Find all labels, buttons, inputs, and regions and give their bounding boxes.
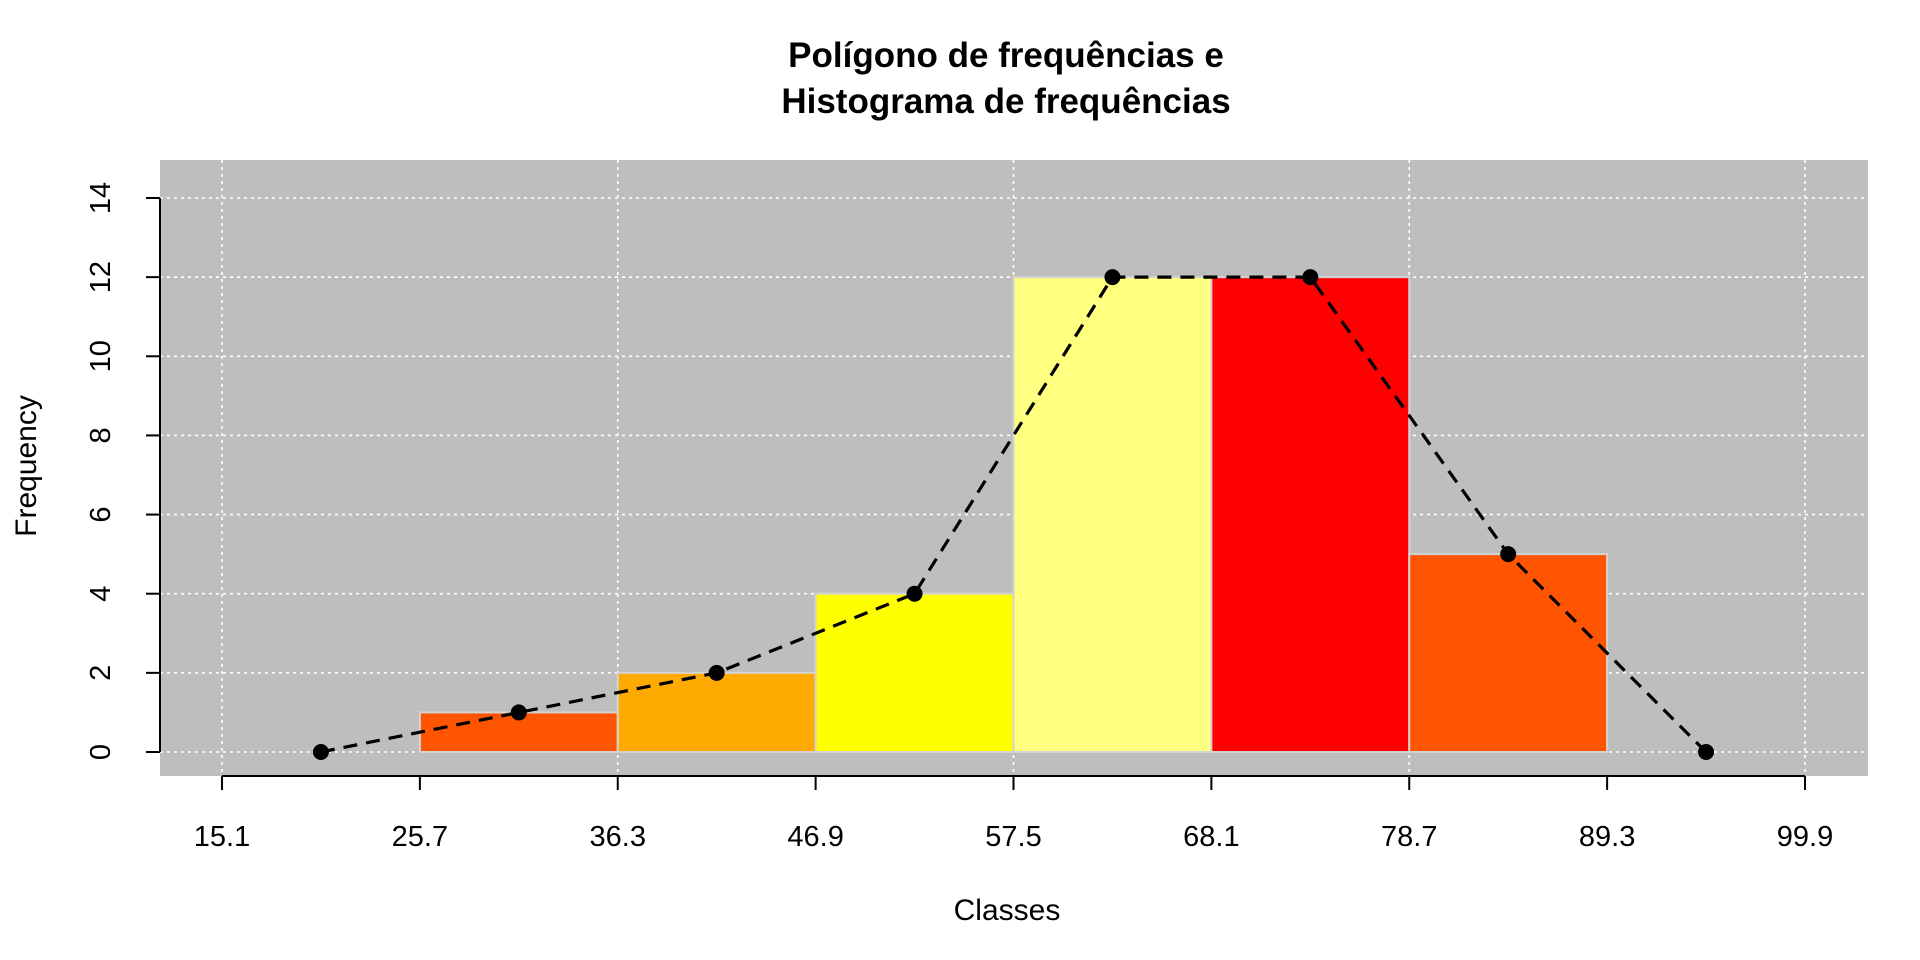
x-tick-label: 25.7 (392, 821, 448, 853)
histogram-bar (1012, 276, 1213, 753)
x-tick-label: 89.3 (1579, 821, 1635, 853)
y-tick-label: 8 (85, 427, 117, 443)
frequency-polygon (312, 269, 1715, 760)
y-tick-label: 0 (85, 744, 117, 760)
polygon-point (1302, 269, 1319, 286)
chart-title-line-2: Histograma de frequências (781, 82, 1231, 121)
x-tick-label: 15.1 (194, 821, 250, 853)
x-tick-label: 78.7 (1381, 821, 1437, 853)
polygon-line (320, 275, 1708, 754)
y-tick-label: 12 (85, 261, 117, 293)
x-tick-label: 46.9 (787, 821, 843, 853)
polygon-point (906, 585, 923, 602)
polygon-point (510, 704, 527, 721)
histogram-bar (1408, 553, 1609, 754)
x-tick-label: 36.3 (590, 821, 646, 853)
histogram-bar (814, 592, 1015, 754)
x-tick-label: 57.5 (985, 821, 1041, 853)
axes: 15.1 25.7 36.3 46.9 57.5 68.1 78.7 89.3 99.9 0 2 4 6… (85, 182, 1833, 853)
x-axis-label: Classes (954, 894, 1061, 927)
histogram-bar (1210, 276, 1411, 753)
x-tick-label: 99.9 (1777, 821, 1833, 853)
y-axis-label: Frequency (10, 395, 43, 537)
x-tick-label: 68.1 (1183, 821, 1239, 853)
histogram-bar (616, 671, 817, 753)
y-tick-label: 14 (85, 182, 117, 214)
y-tick-label: 4 (85, 586, 117, 602)
polygon-point (312, 744, 329, 760)
y-tick-label: 10 (85, 340, 117, 372)
polygon-point (1500, 546, 1517, 563)
polygon-point (1104, 269, 1121, 286)
y-tick-label: 6 (85, 507, 117, 523)
polygon-point (1698, 744, 1715, 760)
y-tick-label: 2 (85, 665, 117, 681)
chart-title-line-1: Polígono de frequências e (788, 36, 1224, 75)
polygon-point (708, 664, 725, 681)
